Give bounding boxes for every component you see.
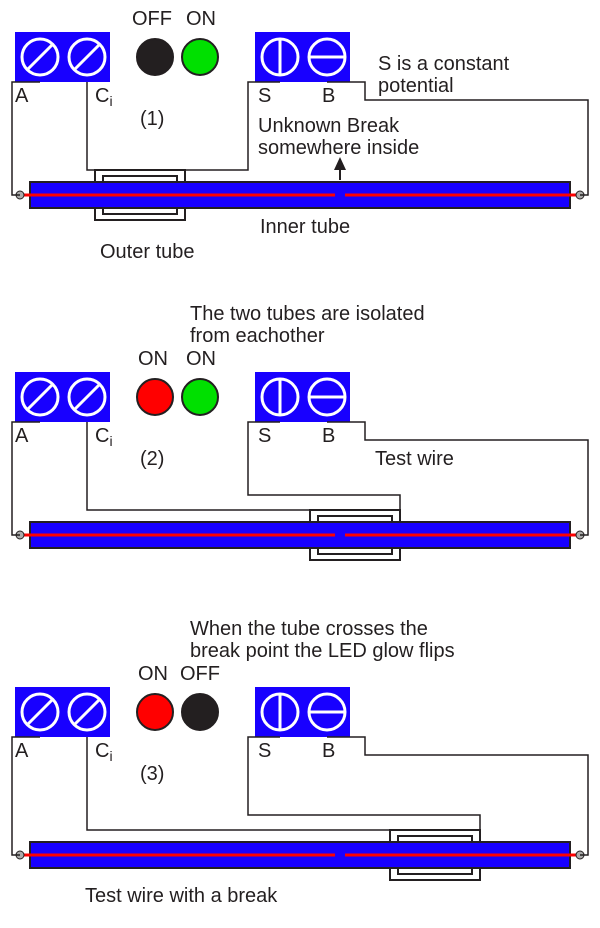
- led-left-on: [137, 694, 173, 730]
- led-right-on: [182, 379, 218, 415]
- note-isolated-2: from eachother: [190, 325, 325, 347]
- panel-number: (3): [140, 763, 164, 785]
- label-test-wire: Test wire: [375, 448, 454, 470]
- label-B: B: [322, 425, 335, 447]
- label-S: S: [258, 425, 271, 447]
- label-A: A: [15, 85, 29, 107]
- note-constant-1: S is a constant: [378, 53, 510, 75]
- terminal-block-right: [255, 372, 350, 422]
- tube-assembly: [16, 830, 584, 880]
- label-A: A: [15, 425, 29, 447]
- label-C: Ci: [95, 425, 113, 449]
- led-left-on: [137, 379, 173, 415]
- panel-number: (2): [140, 448, 164, 470]
- diagram-root: OFF ON A Ci S B (1) S is a constant pote…: [0, 0, 600, 928]
- terminal-block-left: [15, 687, 110, 737]
- led-left-off: [137, 39, 173, 75]
- terminal-block-right: [255, 32, 350, 82]
- label-C: Ci: [95, 85, 113, 109]
- tube-assembly: [16, 170, 584, 220]
- panel-number: (1): [140, 108, 164, 130]
- panel-3: When the tube crosses the break point th…: [12, 618, 588, 907]
- terminal-block-left: [15, 32, 110, 82]
- led-right-on: [182, 39, 218, 75]
- label-C: Ci: [95, 740, 113, 764]
- led-left-label: ON: [138, 348, 168, 370]
- note-break-2: somewhere inside: [258, 137, 419, 159]
- label-outer-tube: Outer tube: [100, 241, 195, 263]
- led-right-label: ON: [186, 348, 216, 370]
- led-left-label: OFF: [132, 8, 172, 30]
- panel-2: The two tubes are isolated from eachothe…: [12, 303, 588, 560]
- led-left-label: ON: [138, 663, 168, 685]
- note-break-1: Unknown Break: [258, 115, 400, 137]
- note-isolated-1: The two tubes are isolated: [190, 303, 425, 325]
- label-B: B: [322, 740, 335, 762]
- led-right-label: OFF: [180, 663, 220, 685]
- panel-1: OFF ON A Ci S B (1) S is a constant pote…: [12, 8, 588, 263]
- label-B: B: [322, 85, 335, 107]
- label-S: S: [258, 740, 271, 762]
- note-flip-1: When the tube crosses the: [190, 618, 428, 640]
- note-flip-2: break point the LED glow flips: [190, 640, 455, 662]
- label-inner-tube: Inner tube: [260, 216, 350, 238]
- led-right-label: ON: [186, 8, 216, 30]
- note-constant-2: potential: [378, 75, 454, 97]
- label-A: A: [15, 740, 29, 762]
- label-S: S: [258, 85, 271, 107]
- label-test-wire-break: Test wire with a break: [85, 885, 278, 907]
- terminal-block-left: [15, 372, 110, 422]
- terminal-block-right: [255, 687, 350, 737]
- led-right-off: [182, 694, 218, 730]
- break-arrow-icon: [334, 157, 346, 180]
- tube-assembly: [16, 510, 584, 560]
